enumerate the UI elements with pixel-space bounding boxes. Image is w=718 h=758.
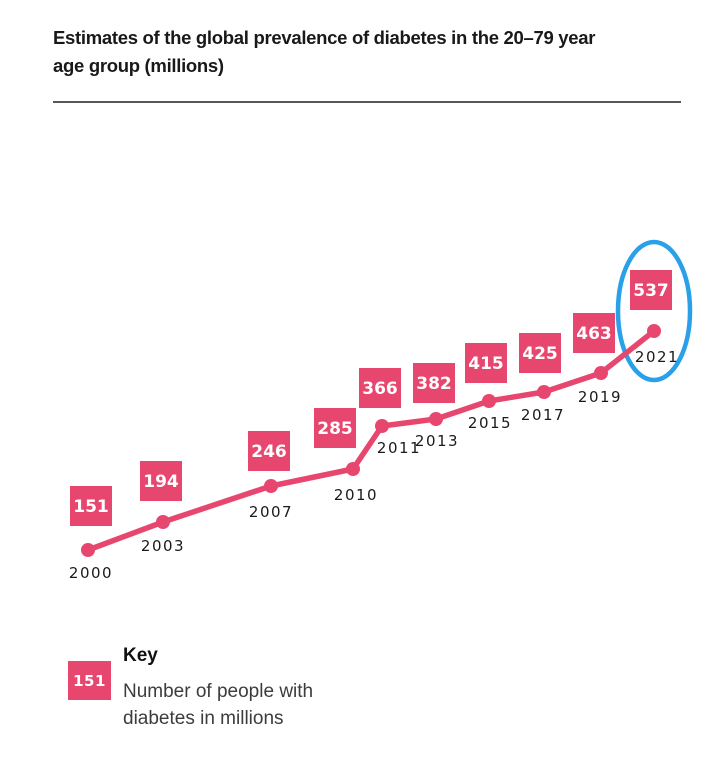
year-label-2015: 2015 bbox=[468, 414, 512, 432]
year-label-2017: 2017 bbox=[521, 406, 565, 424]
value-label-2011: 366 bbox=[362, 379, 398, 399]
value-label-box-2007 bbox=[248, 431, 290, 471]
year-label-2010: 2010 bbox=[334, 486, 378, 504]
data-point-2011 bbox=[375, 419, 389, 433]
chart-title-line-1: Estimates of the global prevalence of di… bbox=[53, 27, 596, 48]
value-label-box-2013 bbox=[413, 363, 455, 403]
value-label-box-2011 bbox=[359, 368, 401, 408]
key-description-line-1: Number of people with bbox=[123, 681, 314, 702]
value-label-2013: 382 bbox=[416, 374, 452, 394]
year-label-2021: 2021 bbox=[635, 348, 679, 366]
year-label-2000: 2000 bbox=[69, 564, 113, 582]
value-label-2021: 537 bbox=[633, 281, 669, 301]
data-point-2021 bbox=[647, 324, 661, 338]
value-label-2019: 463 bbox=[576, 324, 612, 344]
chart-title: Estimates of the global prevalence of di… bbox=[53, 24, 595, 80]
value-label-box-2003 bbox=[140, 461, 182, 501]
value-label-2007: 246 bbox=[251, 442, 287, 462]
key-sample-box: 151 bbox=[68, 661, 111, 700]
year-label-2011: 2011 bbox=[377, 439, 421, 457]
data-point-2010 bbox=[346, 462, 360, 476]
value-label-box-2019 bbox=[573, 313, 615, 353]
chart-title-line-2: age group (millions) bbox=[53, 55, 224, 76]
year-label-2019: 2019 bbox=[578, 388, 622, 406]
key-description: Number of people with diabetes in millio… bbox=[123, 678, 313, 732]
value-label-box-2021 bbox=[630, 270, 672, 310]
value-label-2000: 151 bbox=[73, 497, 109, 517]
data-point-2000 bbox=[81, 543, 95, 557]
year-label-2003: 2003 bbox=[141, 537, 185, 555]
highlight-ellipse bbox=[615, 239, 693, 383]
title-divider bbox=[53, 101, 681, 103]
data-point-2017 bbox=[537, 385, 551, 399]
data-point-2007 bbox=[264, 479, 278, 493]
key-title: Key bbox=[123, 645, 158, 666]
value-label-2010: 285 bbox=[317, 419, 353, 439]
value-label-box-2010 bbox=[314, 408, 356, 448]
data-point-2015 bbox=[482, 394, 496, 408]
key-sample-value: 151 bbox=[73, 671, 106, 690]
year-label-2007: 2007 bbox=[249, 503, 293, 521]
value-label-2015: 415 bbox=[468, 354, 504, 374]
value-label-box-2000 bbox=[70, 486, 112, 526]
data-point-2003 bbox=[156, 515, 170, 529]
key-description-line-2: diabetes in millions bbox=[123, 708, 284, 729]
value-label-2017: 425 bbox=[522, 344, 558, 364]
value-label-2003: 194 bbox=[143, 472, 179, 492]
value-label-box-2017 bbox=[519, 333, 561, 373]
year-label-2013: 2013 bbox=[415, 432, 459, 450]
data-point-2013 bbox=[429, 412, 443, 426]
trend-line bbox=[85, 328, 657, 553]
value-label-box-2015 bbox=[465, 343, 507, 383]
data-point-2019 bbox=[594, 366, 608, 380]
